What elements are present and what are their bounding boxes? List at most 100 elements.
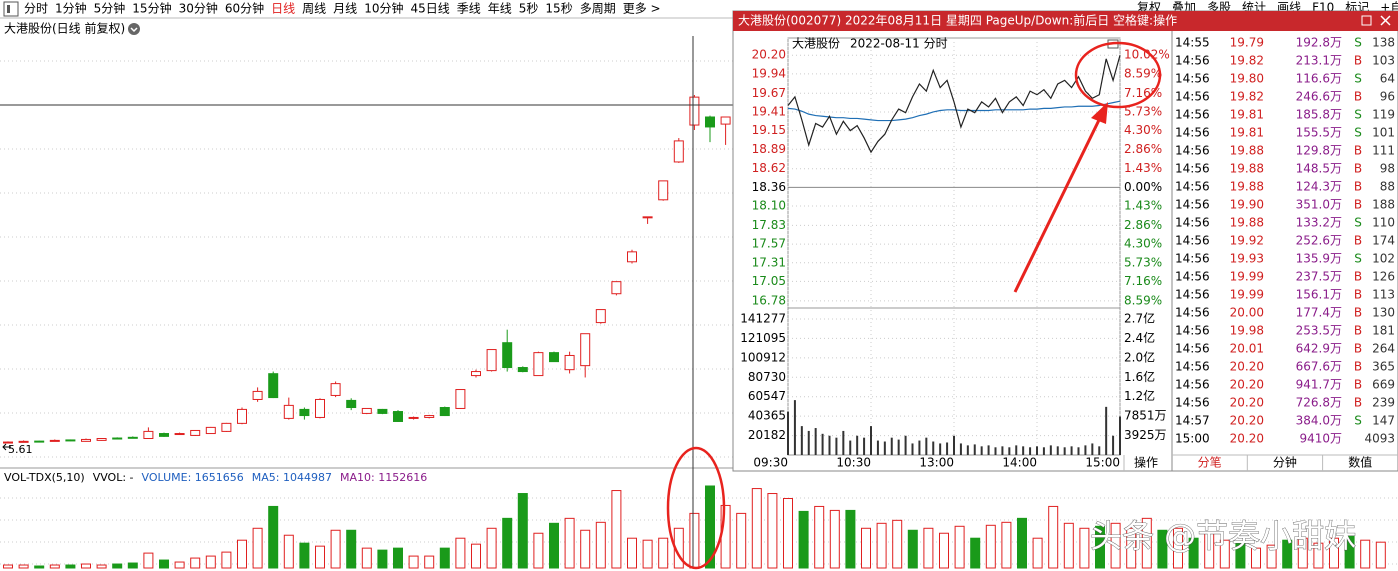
tick-volume: 155.5万 — [1296, 126, 1342, 140]
time-tick-label: 09:30 — [753, 456, 788, 470]
ticks-panel: 14:55 19.79 192.8万 S 138 14:56 19.82 213.1万 B 103… — [1175, 36, 1395, 471]
candle-body — [221, 422, 232, 432]
volume-bar — [252, 527, 263, 569]
pct-label: 5.73% — [1124, 104, 1162, 118]
period-button[interactable]: 30分钟 — [179, 1, 218, 16]
price-tick-label: 17.05 — [752, 274, 786, 288]
tick-volume: 116.6万 — [1296, 72, 1342, 86]
close-button[interactable] — [1380, 15, 1391, 26]
tick-price: 19.99 — [1230, 270, 1264, 284]
volume-label: MA10: 1152616 — [340, 471, 427, 484]
volume-bar — [174, 561, 185, 569]
tick-count: 119 — [1372, 108, 1395, 122]
tick-time: 14:56 — [1175, 180, 1210, 194]
intraday-volume-bar — [842, 430, 845, 455]
intraday-volume-bar — [973, 444, 976, 455]
dropdown-icon[interactable] — [128, 23, 140, 35]
period-button[interactable]: 季线 — [457, 2, 481, 16]
volume-bar — [767, 493, 778, 569]
intraday-volume-bar — [807, 430, 810, 455]
pct-label: 1.43% — [1124, 161, 1162, 175]
candle-body — [159, 433, 169, 437]
pct-label: 5.73% — [1124, 255, 1162, 269]
period-button[interactable]: 分时 — [24, 2, 48, 16]
period-button[interactable]: 更多 > — [623, 2, 661, 16]
period-button[interactable]: 1分钟 — [55, 1, 87, 16]
price-tick-label: 20.20 — [752, 48, 786, 62]
vol-tick-label: 60547 — [748, 389, 786, 403]
maximize-button[interactable] — [1361, 15, 1372, 26]
period-button[interactable]: 5秒 — [519, 2, 539, 16]
candle-body — [471, 371, 481, 377]
volume-bar — [1297, 537, 1308, 569]
tick-count: 64 — [1380, 72, 1395, 86]
volume-bar — [1017, 517, 1027, 569]
tick-price: 19.88 — [1230, 144, 1264, 158]
action-label[interactable]: 操作 — [1134, 455, 1158, 470]
period-button[interactable]: 年线 — [488, 2, 512, 16]
intraday-volume-bar — [814, 428, 817, 455]
volume-bar — [112, 563, 123, 569]
volume-bar — [1360, 539, 1371, 569]
tick-side: B — [1354, 342, 1362, 356]
tick-price: 19.98 — [1230, 324, 1264, 338]
tab[interactable]: 数值 — [1348, 455, 1372, 470]
intraday-volume-bar — [897, 439, 900, 455]
volume-bar — [393, 547, 403, 569]
intraday-volume-bar — [994, 447, 997, 455]
period-button[interactable]: 15分钟 — [132, 1, 171, 16]
tab[interactable]: 分钟 — [1273, 455, 1297, 470]
volume-bar — [892, 519, 903, 569]
volume-bar — [517, 493, 528, 569]
tick-price: 20.01 — [1230, 342, 1264, 356]
vol-right-label: 1.6亿 — [1124, 369, 1155, 384]
volume-bar — [736, 512, 747, 569]
volume-bar — [159, 559, 169, 569]
tick-time: 14:56 — [1175, 378, 1210, 392]
tick-count: 181 — [1372, 324, 1395, 338]
candle-body — [205, 426, 216, 435]
annotation-arrow — [1013, 117, 1102, 293]
period-button[interactable]: 月线 — [333, 2, 357, 16]
vol-right-label: 1.2亿 — [1124, 388, 1155, 403]
period-button[interactable]: 日线 — [271, 2, 295, 16]
volume-bar — [705, 485, 715, 569]
period-button[interactable]: 45日线 — [410, 2, 449, 16]
intraday-volume-bar — [1036, 446, 1038, 455]
period-button[interactable]: 5分钟 — [94, 1, 126, 16]
candle-body — [361, 407, 372, 414]
tick-side: B — [1354, 378, 1362, 392]
toolbar-icon[interactable] — [3, 1, 19, 17]
tick-count: 103 — [1372, 54, 1395, 68]
tick-volume: 156.1万 — [1296, 288, 1342, 302]
vol-right-label: 2.4亿 — [1124, 330, 1155, 345]
tick-price: 19.88 — [1230, 180, 1264, 194]
tick-volume: 726.8万 — [1296, 396, 1342, 410]
period-button[interactable]: 多周期 — [580, 2, 616, 16]
tab[interactable]: 分笔 — [1198, 455, 1222, 470]
period-button[interactable]: 10分钟 — [364, 1, 403, 16]
candle-body — [408, 416, 419, 419]
tick-side: B — [1354, 54, 1362, 68]
tick-time: 14:56 — [1175, 162, 1210, 176]
vol-tick-label: 80730 — [748, 370, 786, 384]
period-button[interactable]: 周线 — [302, 2, 326, 16]
tick-side: B — [1354, 288, 1362, 302]
tick-time: 14:56 — [1175, 306, 1210, 320]
volume-bar — [1219, 539, 1230, 569]
volume-bars: VOL-TDX(5,10) VVOL: - VOLUME: 1651656 MA5: … — [3, 471, 1386, 569]
period-button[interactable]: 15秒 — [545, 2, 572, 16]
volume-label: VVOL: - — [93, 471, 134, 484]
intraday-volume-bar — [800, 426, 803, 455]
tick-side: B — [1354, 234, 1362, 248]
price-tick-label: 18.62 — [752, 161, 786, 175]
volume-bar — [564, 517, 575, 569]
intraday-volume-bar — [1063, 447, 1066, 455]
volume-label: MA5: 1044987 — [252, 471, 332, 484]
volume-bar — [283, 534, 294, 569]
volume-bar — [1173, 527, 1183, 569]
volume-bar — [268, 505, 279, 569]
tick-price: 19.90 — [1230, 198, 1264, 212]
tick-time: 14:57 — [1175, 414, 1210, 428]
period-button[interactable]: 60分钟 — [225, 1, 264, 16]
